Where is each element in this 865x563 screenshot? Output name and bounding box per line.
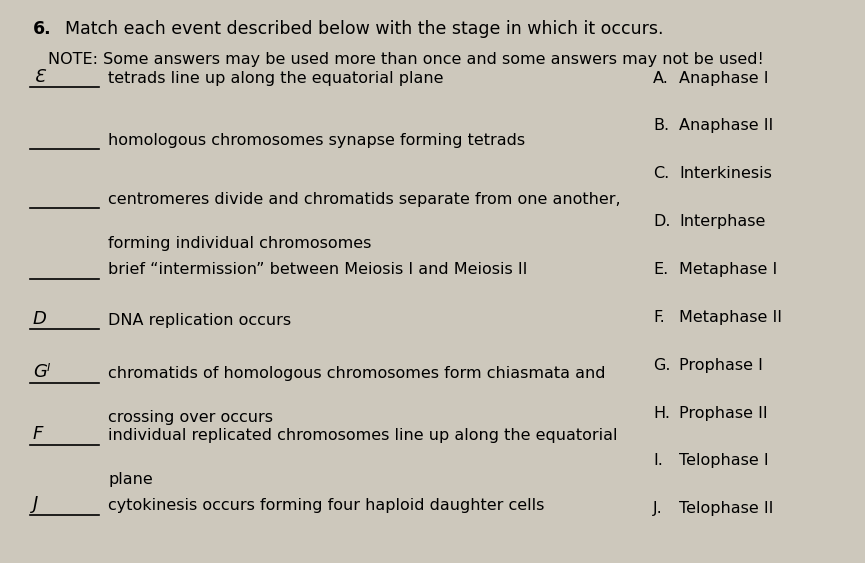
Text: plane: plane <box>108 472 153 487</box>
Text: tetrads line up along the equatorial plane: tetrads line up along the equatorial pla… <box>108 70 444 86</box>
Text: Prophase I: Prophase I <box>679 358 763 373</box>
Text: Gᴵ: Gᴵ <box>33 363 50 381</box>
Text: F: F <box>33 425 43 443</box>
Text: Interkinesis: Interkinesis <box>679 166 772 181</box>
Text: DNA replication occurs: DNA replication occurs <box>108 312 292 328</box>
Text: Telophase I: Telophase I <box>679 453 769 468</box>
Text: Metaphase I: Metaphase I <box>679 262 778 277</box>
Text: J.: J. <box>653 501 663 516</box>
Text: J: J <box>33 495 38 513</box>
Text: E.: E. <box>653 262 669 277</box>
Text: H.: H. <box>653 405 670 421</box>
Text: D: D <box>33 310 47 328</box>
Text: individual replicated chromosomes line up along the equatorial: individual replicated chromosomes line u… <box>108 428 618 443</box>
Text: Anaphase I: Anaphase I <box>679 70 768 86</box>
Text: Prophase II: Prophase II <box>679 405 767 421</box>
Text: forming individual chromosomes: forming individual chromosomes <box>108 235 371 251</box>
Text: F.: F. <box>653 310 665 325</box>
Text: Anaphase II: Anaphase II <box>679 118 773 133</box>
Text: crossing over occurs: crossing over occurs <box>108 410 273 425</box>
Text: Telophase II: Telophase II <box>679 501 773 516</box>
Text: A.: A. <box>653 70 669 86</box>
Text: G.: G. <box>653 358 670 373</box>
Text: Metaphase II: Metaphase II <box>679 310 782 325</box>
Text: Interphase: Interphase <box>679 214 766 229</box>
Text: I.: I. <box>653 453 663 468</box>
Text: D.: D. <box>653 214 670 229</box>
Text: Ɛ: Ɛ <box>33 68 44 86</box>
Text: B.: B. <box>653 118 670 133</box>
Text: centromeres divide and chromatids separate from one another,: centromeres divide and chromatids separa… <box>108 191 621 207</box>
Text: C.: C. <box>653 166 670 181</box>
Text: brief “intermission” between Meiosis I and Meiosis II: brief “intermission” between Meiosis I a… <box>108 262 528 277</box>
Text: 6.: 6. <box>33 20 52 38</box>
Text: cytokinesis occurs forming four haploid daughter cells: cytokinesis occurs forming four haploid … <box>108 498 544 513</box>
Text: NOTE: Some answers may be used more than once and some answers may not be used!: NOTE: Some answers may be used more than… <box>48 52 763 67</box>
Text: chromatids of homologous chromosomes form chiasmata and: chromatids of homologous chromosomes for… <box>108 366 606 381</box>
Text: Match each event described below with the stage in which it occurs.: Match each event described below with th… <box>65 20 663 38</box>
Text: homologous chromosomes synapse forming tetrads: homologous chromosomes synapse forming t… <box>108 132 525 148</box>
